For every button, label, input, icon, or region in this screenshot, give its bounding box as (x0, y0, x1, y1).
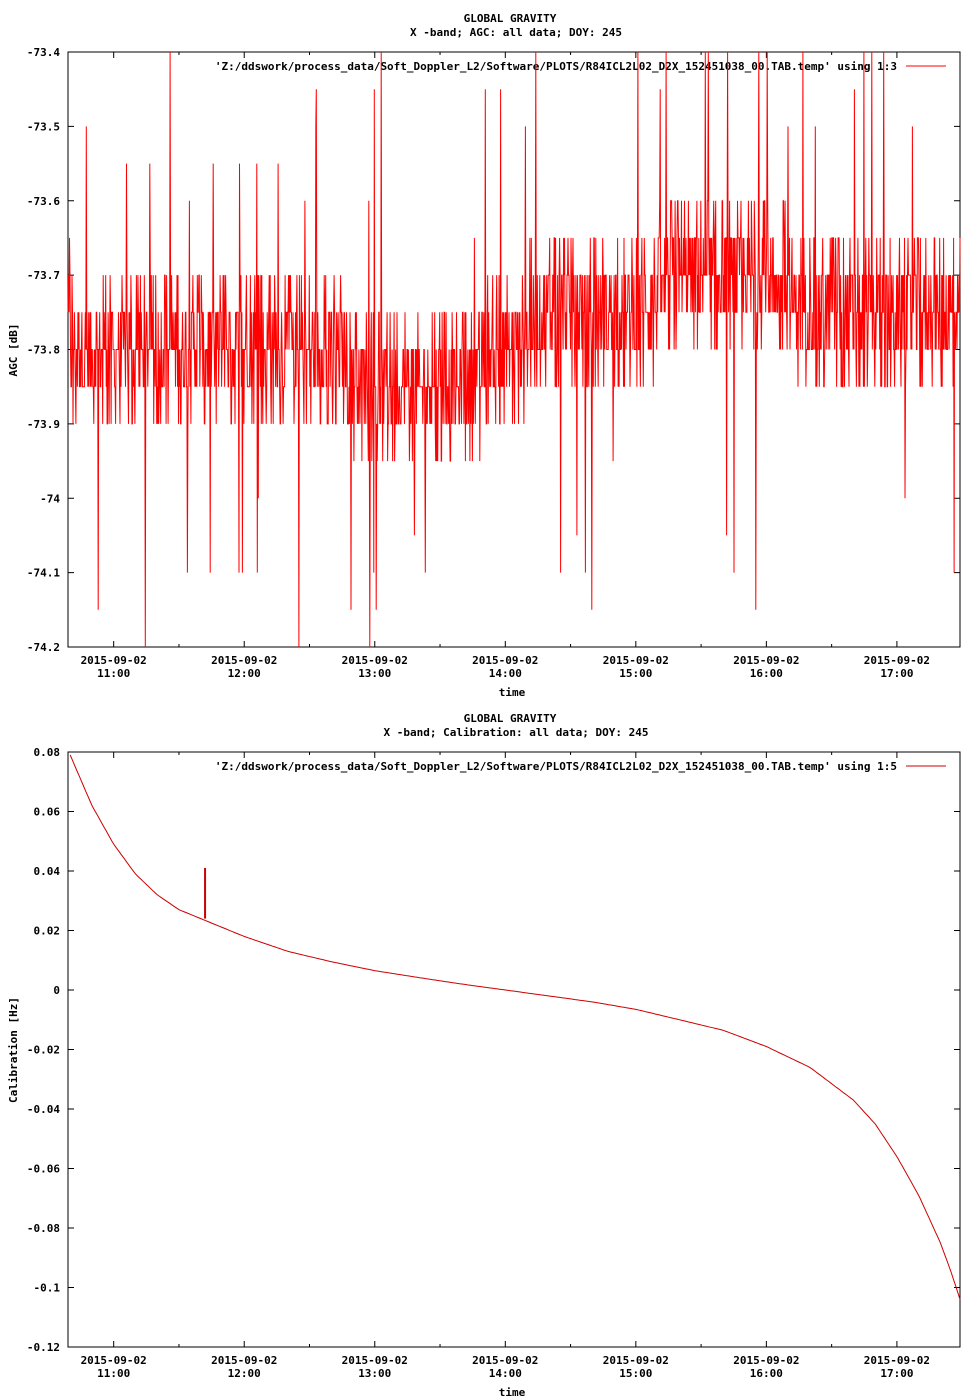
x-tick-date: 2015-09-02 (81, 654, 147, 667)
x-tick-time: 17:00 (880, 1367, 913, 1380)
y-tick-label: -0.12 (27, 1341, 60, 1354)
y-axis-label: Calibration [Hz] (7, 997, 20, 1103)
y-tick-label: -0.04 (27, 1103, 60, 1116)
x-tick-time: 16:00 (750, 667, 783, 680)
y-tick-label: 0 (53, 984, 60, 997)
x-tick-date: 2015-09-02 (864, 1354, 930, 1367)
x-tick-date: 2015-09-02 (603, 1354, 669, 1367)
legend-entry: 'Z:/ddswork/process_data/Soft_Doppler_L2… (215, 60, 897, 73)
x-tick-date: 2015-09-02 (472, 1354, 538, 1367)
x-tick-date: 2015-09-02 (342, 1354, 408, 1367)
x-tick-time: 13:00 (358, 1367, 391, 1380)
x-tick-date: 2015-09-02 (342, 654, 408, 667)
y-tick-label: -0.08 (27, 1222, 60, 1235)
chart-subtitle: X -band; AGC: all data; DOY: 245 (410, 26, 622, 39)
x-tick-date: 2015-09-02 (211, 654, 277, 667)
plot-frame (67, 751, 961, 1348)
x-tick-date: 2015-09-02 (864, 654, 930, 667)
y-tick-label: -0.06 (27, 1163, 60, 1176)
y-tick-label: 0.08 (34, 746, 61, 759)
y-tick-label: -73.8 (27, 344, 60, 357)
x-tick-date: 2015-09-02 (733, 654, 799, 667)
y-tick-label: -0.02 (27, 1044, 60, 1057)
series-line (69, 754, 961, 1300)
x-tick-time: 11:00 (97, 1367, 130, 1380)
series-line (67, 51, 961, 648)
legend-entry: 'Z:/ddswork/process_data/Soft_Doppler_L2… (215, 760, 897, 773)
chart-title: GLOBAL GRAVITY (464, 712, 557, 725)
y-tick-label: 0.04 (34, 865, 61, 878)
x-tick-time: 16:00 (750, 1367, 783, 1380)
chart-title: GLOBAL GRAVITY (464, 12, 557, 25)
y-tick-label: -74.2 (27, 641, 60, 654)
y-tick-label: -73.6 (27, 195, 60, 208)
x-tick-date: 2015-09-02 (81, 1354, 147, 1367)
x-tick-time: 13:00 (358, 667, 391, 680)
x-tick-time: 17:00 (880, 667, 913, 680)
x-tick-time: 14:00 (489, 667, 522, 680)
y-tick-label: 0.06 (34, 806, 61, 819)
agc-chart: GLOBAL GRAVITY X -band; AGC: all data; D… (7, 12, 961, 699)
x-axis-label: time (499, 1386, 526, 1399)
x-tick-time: 12:00 (228, 667, 261, 680)
x-tick-date: 2015-09-02 (733, 1354, 799, 1367)
y-tick-label: -73.5 (27, 120, 60, 133)
x-tick-date: 2015-09-02 (472, 654, 538, 667)
x-tick-date: 2015-09-02 (603, 654, 669, 667)
x-tick-time: 11:00 (97, 667, 130, 680)
y-tick-label: 0.02 (34, 925, 61, 938)
x-tick-date: 2015-09-02 (211, 1354, 277, 1367)
x-tick-time: 14:00 (489, 1367, 522, 1380)
chart-subtitle: X -band; Calibration: all data; DOY: 245 (384, 726, 649, 739)
y-axis-label: AGC [dB] (7, 324, 20, 377)
y-tick-label: -73.9 (27, 418, 60, 431)
x-axis-label: time (499, 686, 526, 699)
x-tick-time: 12:00 (228, 1367, 261, 1380)
x-tick-time: 15:00 (619, 1367, 652, 1380)
y-tick-label: -74 (40, 492, 60, 505)
y-tick-label: -74.1 (27, 567, 60, 580)
y-tick-label: -73.4 (27, 46, 60, 59)
y-tick-label: -0.1 (34, 1282, 61, 1295)
y-tick-label: -73.7 (27, 269, 60, 282)
calibration-chart: GLOBAL GRAVITY X -band; Calibration: all… (7, 712, 961, 1399)
x-tick-time: 15:00 (619, 667, 652, 680)
